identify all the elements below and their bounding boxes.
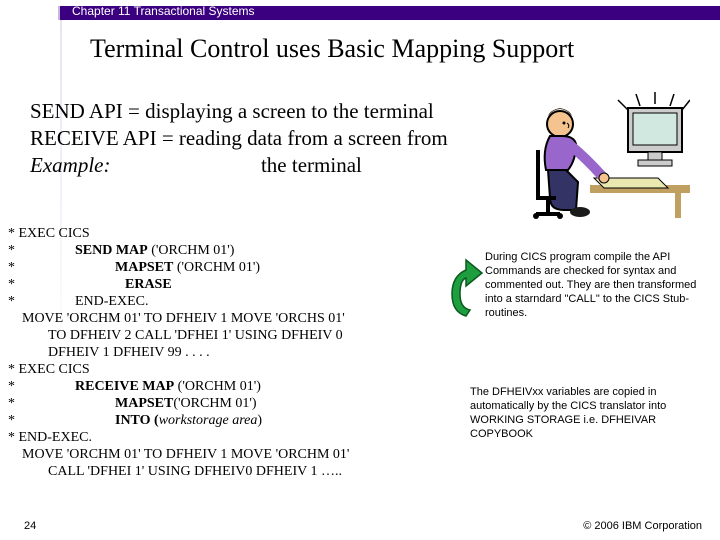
copyright: © 2006 IBM Corporation	[583, 520, 702, 532]
slide-title: Terminal Control uses Basic Mapping Supp…	[90, 34, 574, 64]
code-line: DFHEIV 1 DFHEIV 99 . . . .	[8, 344, 458, 361]
code-line: *MAPSET('ORCHM 01')	[8, 395, 458, 412]
header-chapter: Chapter 11 Transactional Systems	[72, 4, 255, 18]
code-line: *ERASE	[8, 276, 458, 293]
body-line3: Example: the terminal	[30, 152, 530, 179]
slide: { "header": { "chapter": "Chapter 11 Tra…	[0, 0, 720, 540]
code-line: *MAPSET ('ORCHM 01')	[8, 259, 458, 276]
header-left-block	[0, 6, 60, 20]
code-line: TO DFHEIV 2 CALL 'DFHEI 1' USING DFHEIV …	[8, 327, 458, 344]
code-line: MOVE 'ORCHM 01' TO DFHEIV 1 MOVE 'ORCHM …	[8, 446, 458, 463]
body-line2b: the terminal	[261, 153, 362, 177]
body-text: SEND API = displaying a screen to the te…	[30, 98, 530, 179]
body-line2: RECEIVE API = reading data from a screen…	[30, 125, 530, 152]
person-at-computer-icon	[520, 90, 690, 220]
note-compile: During CICS program compile the API Comm…	[485, 250, 707, 320]
body-line1: SEND API = displaying a screen to the te…	[30, 98, 530, 125]
code-block: * EXEC CICS *SEND MAP ('ORCHM 01') *MAPS…	[8, 225, 458, 480]
code-line: *END-EXEC.	[8, 293, 458, 310]
code-line: * EXEC CICS	[8, 361, 458, 378]
code-line: CALL 'DFHEI 1' USING DFHEIV0 DFHEIV 1 ….…	[8, 463, 458, 480]
code-line: * END-EXEC.	[8, 429, 458, 446]
code-line: *SEND MAP ('ORCHM 01')	[8, 242, 458, 259]
code-line: *INTO (workstorage area)	[8, 412, 458, 429]
page-number: 24	[24, 520, 36, 532]
example-label: Example:	[30, 153, 110, 177]
code-line: MOVE 'ORCHM 01' TO DFHEIV 1 MOVE 'ORCHS …	[8, 310, 458, 327]
note-dfheiv: The DFHEIVxx variables are copied in aut…	[470, 385, 710, 441]
arrow-icon	[448, 258, 488, 318]
code-line: * EXEC CICS	[8, 225, 458, 242]
code-line: *RECEIVE MAP ('ORCHM 01')	[8, 378, 458, 395]
